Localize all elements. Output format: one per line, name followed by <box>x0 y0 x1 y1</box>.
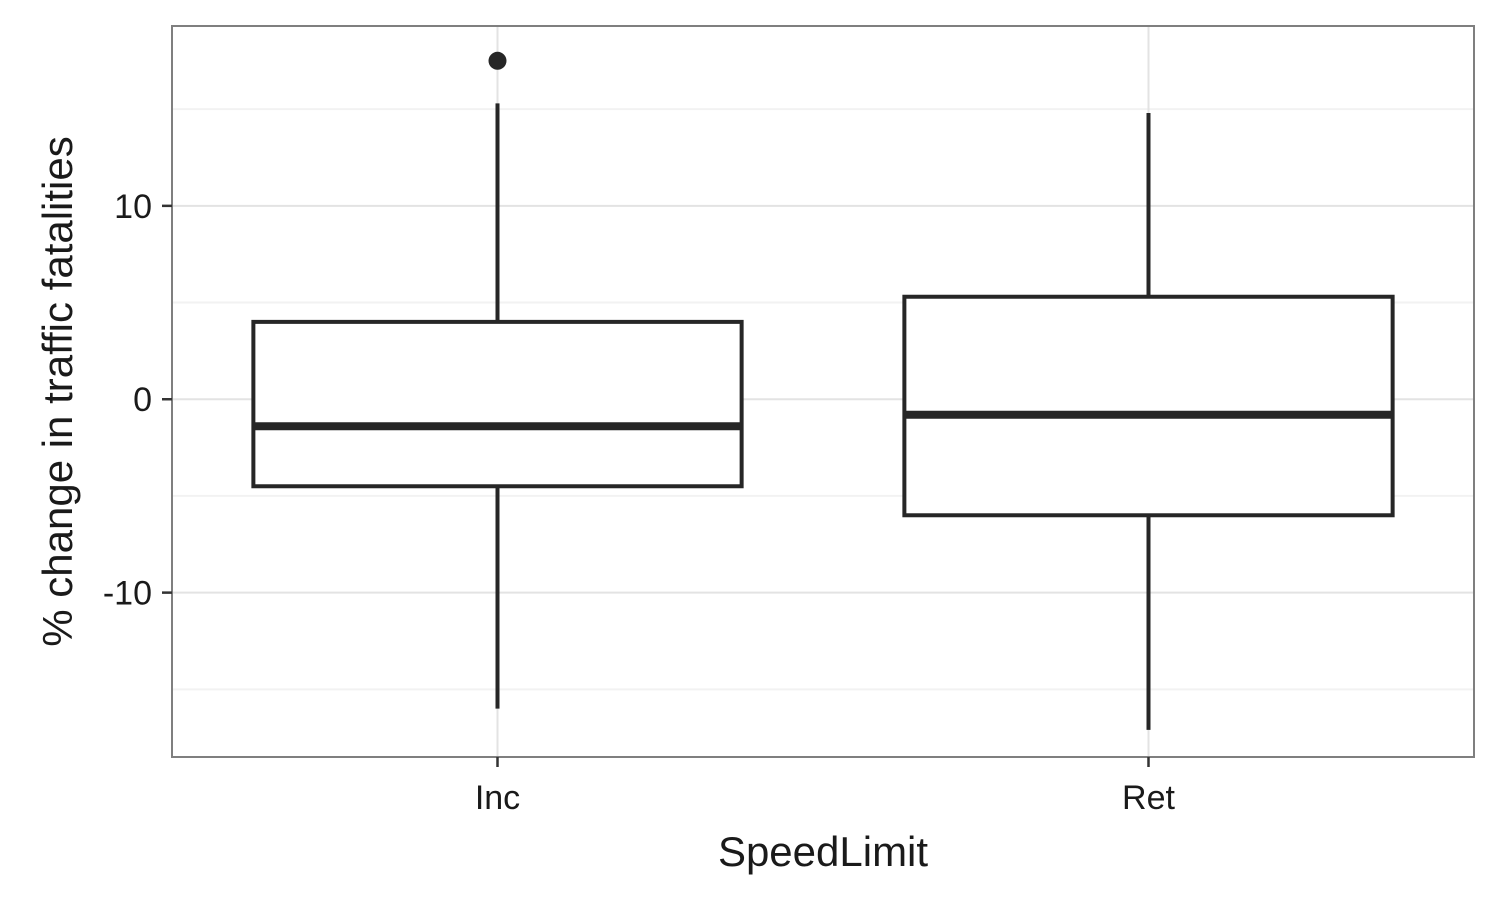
y-tick-label: 0 <box>133 381 152 419</box>
y-tick-label: 10 <box>114 188 152 226</box>
panel-border <box>171 25 1475 758</box>
box-ret <box>902 113 1395 730</box>
box-series <box>251 51 1395 730</box>
box-iqr <box>251 319 744 489</box>
x-tick-label: Inc <box>475 779 520 817</box>
outlier-point <box>488 51 507 70</box>
x-tick-label: Ret <box>1122 779 1175 817</box>
box-inc <box>251 51 744 709</box>
x-axis-title: SpeedLimit <box>718 828 928 875</box>
box-iqr <box>902 294 1395 518</box>
y-tick-label: -10 <box>103 575 152 613</box>
axis-ticks: -10 0 10 Inc Ret <box>103 188 1176 817</box>
y-axis-title: % change in traffic fatalities <box>34 136 81 647</box>
